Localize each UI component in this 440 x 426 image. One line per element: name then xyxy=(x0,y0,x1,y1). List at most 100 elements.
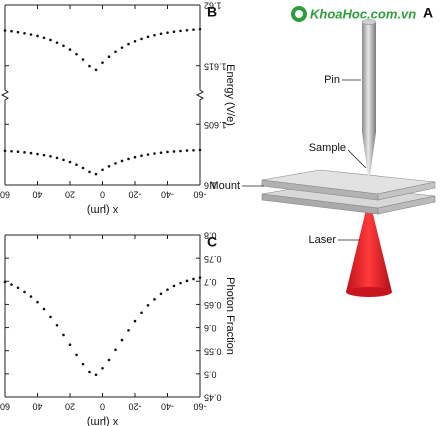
data-point xyxy=(88,64,91,68)
x-tick-label: 20 xyxy=(65,402,75,412)
data-point xyxy=(140,37,143,41)
data-point xyxy=(75,52,78,56)
data-point xyxy=(16,30,20,34)
data-point xyxy=(62,158,65,162)
data-point xyxy=(114,50,117,54)
data-point xyxy=(198,148,202,152)
data-point xyxy=(192,28,195,31)
laser-base xyxy=(346,287,392,297)
data-point xyxy=(127,42,130,46)
data-point xyxy=(3,280,7,284)
data-point xyxy=(23,31,26,35)
panel-label: B xyxy=(207,4,217,20)
y-tick-label: 0.6 xyxy=(204,323,217,333)
data-point xyxy=(94,373,98,377)
watermark-text: KhoaHoc.com.vn xyxy=(310,6,416,21)
y-tick-label: 0.45 xyxy=(204,393,222,403)
data-point xyxy=(42,36,46,40)
mount-label: Mount xyxy=(209,180,240,192)
data-point xyxy=(101,367,104,370)
data-point xyxy=(36,300,39,304)
data-point xyxy=(3,149,7,153)
data-point xyxy=(127,157,130,161)
data-point xyxy=(68,160,72,164)
data-point xyxy=(101,61,104,64)
data-point xyxy=(107,358,111,362)
y-tick-label: 0.75 xyxy=(204,254,222,264)
data-point xyxy=(88,370,91,374)
pin-tip xyxy=(362,132,376,176)
data-point xyxy=(16,286,20,290)
data-point xyxy=(133,155,137,159)
mount-lower-edge xyxy=(377,195,436,215)
data-point xyxy=(120,338,124,342)
data-point xyxy=(146,35,150,39)
x-tick-label: -20 xyxy=(128,190,141,200)
data-point xyxy=(81,166,85,170)
y-tick-label: 0.7 xyxy=(204,277,217,287)
data-point xyxy=(146,153,150,156)
data-point xyxy=(172,30,176,34)
y-axis-label: Photon Fraction xyxy=(224,277,236,355)
x-tick-label: -60 xyxy=(193,190,206,200)
data-point xyxy=(101,168,104,172)
y-tick-label: 1.62 xyxy=(204,1,222,11)
data-point xyxy=(153,152,156,155)
data-point xyxy=(133,319,137,323)
y-tick-label: 0.5 xyxy=(204,369,217,379)
x-tick-label: 60 xyxy=(0,402,10,412)
data-point xyxy=(81,58,85,61)
data-point xyxy=(55,156,59,160)
laser-label: Laser xyxy=(308,234,336,246)
x-tick-label: 0 xyxy=(100,402,105,412)
data-point xyxy=(88,170,91,174)
data-point xyxy=(185,28,189,32)
mount-upper-edge xyxy=(377,181,436,201)
panel-label: A xyxy=(423,5,433,21)
x-tick-label: 20 xyxy=(65,190,75,200)
x-axis-label: x (μm) xyxy=(87,204,118,216)
x-tick-label: -40 xyxy=(161,402,174,412)
data-point xyxy=(107,55,111,59)
sample-leader xyxy=(347,149,367,169)
data-point xyxy=(75,353,78,357)
y-tick-label: 1.615 xyxy=(204,61,227,71)
x-axis-label: x (μm) xyxy=(87,416,118,426)
data-point xyxy=(107,165,111,168)
data-point xyxy=(133,40,137,43)
sample-label: Sample xyxy=(309,142,346,154)
data-point xyxy=(159,32,163,36)
data-point xyxy=(159,292,163,296)
diagram: A Pin Sample Mount Laser xyxy=(209,5,436,297)
watermark: KhoaHoc.com.vn xyxy=(291,6,416,22)
x-tick-label: 60 xyxy=(0,190,10,200)
data-point xyxy=(120,46,124,49)
data-point xyxy=(140,311,143,315)
frame-side-broken xyxy=(195,5,204,185)
x-tick-label: -60 xyxy=(193,402,206,412)
x-tick-label: -20 xyxy=(128,402,141,412)
x-tick-label: 0 xyxy=(100,190,105,200)
frame-side-broken xyxy=(0,5,9,185)
data-point xyxy=(185,279,189,283)
data-point xyxy=(172,150,176,153)
x-tick-label: 40 xyxy=(32,402,42,412)
data-point xyxy=(29,151,33,155)
data-point xyxy=(55,323,59,327)
pin-label: Pin xyxy=(324,74,340,86)
data-point xyxy=(23,290,26,294)
data-point xyxy=(94,68,98,72)
data-point xyxy=(10,29,13,33)
data-point xyxy=(68,343,72,346)
data-point xyxy=(49,38,52,42)
data-point xyxy=(10,149,13,153)
data-point xyxy=(55,41,59,44)
data-point xyxy=(36,152,39,156)
data-point xyxy=(192,277,195,281)
panel-label: C xyxy=(207,234,217,250)
data-point xyxy=(81,362,85,366)
data-point xyxy=(146,304,150,307)
data-point xyxy=(42,307,46,311)
pin-body xyxy=(362,22,376,132)
